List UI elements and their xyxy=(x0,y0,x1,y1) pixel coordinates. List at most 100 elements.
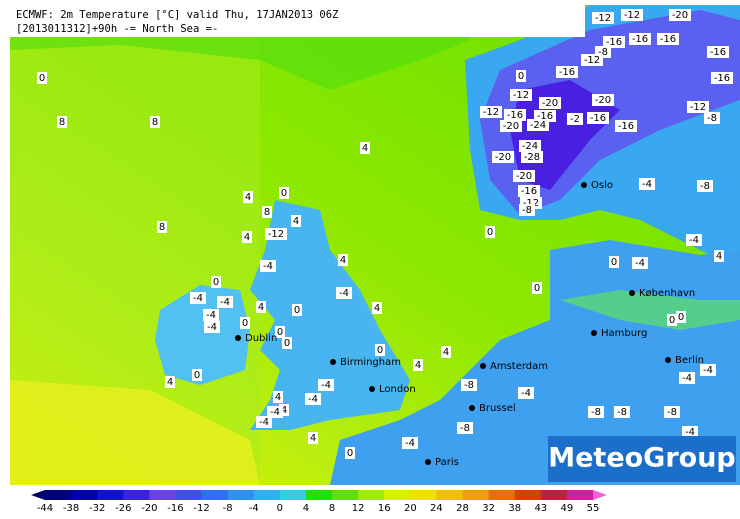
contour-label-box xyxy=(556,66,578,78)
contour-label: 4 xyxy=(310,433,316,444)
contour-label: 4 xyxy=(293,216,299,227)
contour-label-box xyxy=(279,404,289,416)
scale-swatch xyxy=(305,490,333,500)
city-name: København xyxy=(639,288,695,299)
scale-swatch xyxy=(410,490,437,500)
city-name: Hamburg xyxy=(601,328,647,339)
contour-label-box xyxy=(457,422,473,434)
scale-label: -16 xyxy=(167,503,183,514)
contour-label-box xyxy=(609,256,619,268)
contour-label-box xyxy=(667,314,677,326)
contour-label: 4 xyxy=(275,392,281,403)
scale-swatch xyxy=(488,490,516,500)
contour-label: -4 xyxy=(685,427,695,438)
contour-label-box xyxy=(165,376,175,388)
land-britain xyxy=(250,200,410,430)
scale-swatch xyxy=(253,490,281,500)
city-name: Berlin xyxy=(675,355,704,366)
contour-label-box xyxy=(707,46,729,58)
contour-label-box xyxy=(697,180,713,192)
scale-label: 32 xyxy=(482,503,495,514)
contour-label-box xyxy=(157,221,167,233)
contour-label-box xyxy=(504,109,526,121)
contour-label: -12 xyxy=(483,107,499,118)
contour-label-box xyxy=(256,416,272,428)
scale-label: -8 xyxy=(223,503,233,514)
contour-label-box xyxy=(338,254,348,266)
contour-label: 0 xyxy=(669,315,675,326)
contour-label: -4 xyxy=(259,417,269,428)
contour-label-box xyxy=(273,391,283,403)
land-ireland xyxy=(155,285,250,385)
contour-label: 0 xyxy=(534,283,540,294)
contour-label-box xyxy=(37,72,47,84)
contour-label: -12 xyxy=(624,10,640,21)
scale-label: -26 xyxy=(115,503,131,514)
contour-label-box xyxy=(669,9,691,21)
contour-label: -12 xyxy=(513,90,529,101)
contour-label: -20 xyxy=(542,98,558,109)
contour-label: -4 xyxy=(321,380,331,391)
contour-label-box xyxy=(567,113,583,125)
contour-label-box xyxy=(267,406,283,418)
scale-label: 12 xyxy=(352,503,365,514)
contour-label: 0 xyxy=(277,327,283,338)
contour-label-box xyxy=(621,9,643,21)
city-dot xyxy=(425,459,431,465)
scale-label: 55 xyxy=(587,503,600,514)
contour-label-box xyxy=(345,447,355,459)
contour-label-box xyxy=(211,276,221,288)
logo: MeteoGroup xyxy=(548,443,736,474)
contour-label: 0 xyxy=(518,71,524,82)
contour-label: -4 xyxy=(339,288,349,299)
scale-swatch xyxy=(358,490,385,500)
contour-label: -24 xyxy=(530,120,546,131)
logo-box xyxy=(548,436,736,482)
contour-label-box xyxy=(292,304,302,316)
scale-label: 43 xyxy=(534,503,547,514)
contour-label-box xyxy=(581,54,603,66)
contour-label: 8 xyxy=(159,222,165,233)
contour-label-box xyxy=(190,292,206,304)
contour-label-box xyxy=(282,337,292,349)
city-dot xyxy=(235,335,241,341)
contour-label: -4 xyxy=(642,179,652,190)
contour-label: -16 xyxy=(710,47,726,58)
contour-label-box xyxy=(700,364,716,376)
contour-label: -4 xyxy=(689,235,699,246)
contour-label-box xyxy=(461,379,477,391)
cities: Oslo København Hamburg Berlin Amsterdam Bruss… xyxy=(235,180,704,468)
scale-label: -32 xyxy=(89,503,105,514)
sea-southwest xyxy=(10,380,260,485)
scale-label: -4 xyxy=(249,503,259,514)
contour-label-box xyxy=(664,406,680,418)
contour-label-box xyxy=(711,72,733,84)
contour-label-box xyxy=(603,36,625,48)
contour-label-box xyxy=(150,116,160,128)
contour-label: -12 xyxy=(268,229,284,240)
contour-label: -4 xyxy=(207,322,217,333)
contour-label: -8 xyxy=(522,205,532,216)
contour-label: 4 xyxy=(167,377,173,388)
scale-label: 20 xyxy=(404,503,417,514)
contour-label: -12 xyxy=(595,13,611,24)
contour-label-box xyxy=(588,406,604,418)
contour-label: -20 xyxy=(672,10,688,21)
contour-label-box xyxy=(615,120,637,132)
contour-label: 4 xyxy=(443,347,449,358)
city-name: Birmingham xyxy=(340,357,401,368)
contour-label-box xyxy=(441,346,451,358)
city-name: Amsterdam xyxy=(490,361,548,372)
contour-label: 0 xyxy=(347,448,353,459)
contour-label-box xyxy=(614,406,630,418)
contour-label-box xyxy=(492,151,514,163)
contour-label-box xyxy=(521,151,543,163)
contour-label-box xyxy=(242,231,252,243)
contour-label-box xyxy=(217,296,233,308)
scale-label: 38 xyxy=(508,503,521,514)
contour-label: -8 xyxy=(460,423,470,434)
contour-label: -12 xyxy=(584,55,600,66)
city-name: Oslo xyxy=(591,180,613,191)
contour-label: 0 xyxy=(678,312,684,323)
